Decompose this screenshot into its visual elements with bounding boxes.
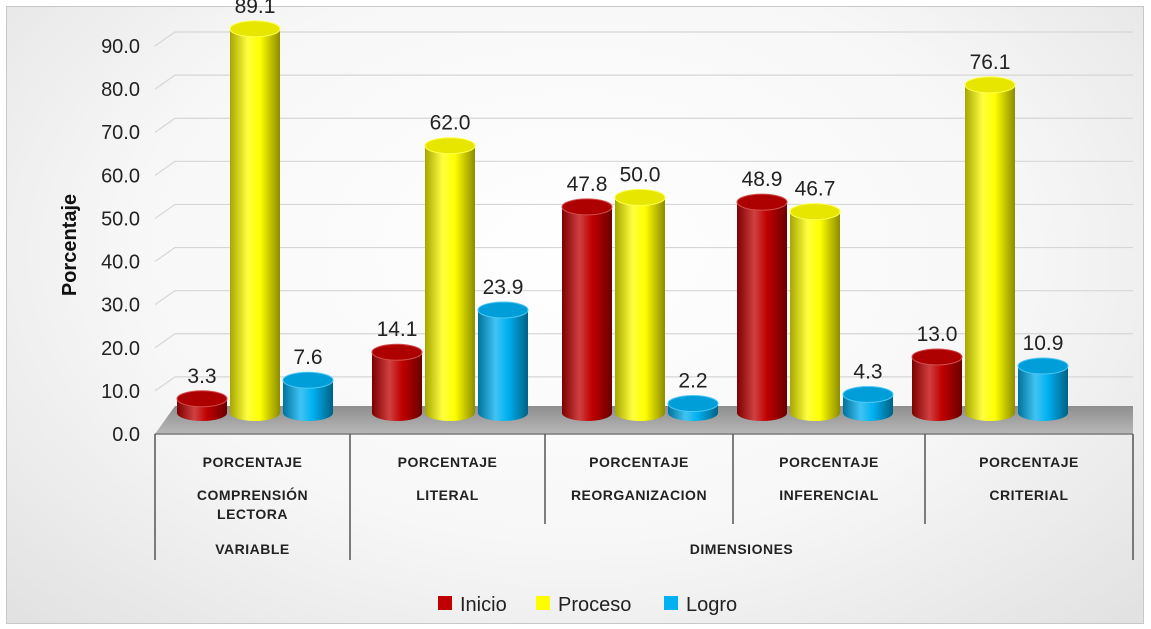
bar-top	[229, 20, 281, 38]
bar-top	[371, 343, 423, 361]
bar-top	[1017, 357, 1069, 375]
category-label-line2: LITERAL	[416, 487, 479, 503]
category-label-line3: LECTORA	[217, 506, 288, 522]
bar-body	[425, 145, 475, 421]
category-label-line1: PORCENTAJE	[779, 454, 879, 470]
bar-proceso	[614, 188, 666, 421]
category-label-line2: REORGANIZACION	[571, 487, 707, 503]
bar-top	[424, 137, 476, 155]
bar-top	[911, 348, 963, 366]
bar-proceso	[424, 137, 476, 421]
category-axis: PORCENTAJE COMPRENSIÓN LECTORA PORCENTAJE LI…	[154, 434, 1134, 560]
group-label: VARIABLE	[215, 541, 290, 557]
bar-body	[562, 206, 612, 421]
bar-body	[283, 380, 333, 421]
bar-top	[477, 301, 529, 319]
bar-proceso	[229, 20, 281, 421]
bar-body	[615, 197, 665, 421]
category-label-line2: COMPRENSIÓN	[197, 486, 308, 503]
y-tick-label: 20.0	[101, 338, 140, 360]
legend-label-inicio: Inicio	[460, 594, 507, 616]
bar-inicio	[736, 193, 788, 421]
bar-top	[561, 198, 613, 216]
data-label: 50.0	[620, 163, 661, 186]
bar-logro	[667, 395, 719, 421]
y-tick-label: 90.0	[101, 36, 140, 58]
data-label: 47.8	[567, 173, 608, 196]
y-tick-label: 0.0	[112, 424, 140, 446]
bar-top	[789, 203, 841, 221]
bar-logro	[1017, 357, 1069, 421]
bar-body	[737, 202, 787, 421]
bar-top	[667, 395, 719, 413]
category-label-line2: INFERENCIAL	[779, 487, 879, 503]
bar-proceso	[789, 203, 841, 421]
bar-top	[964, 76, 1016, 94]
gridline	[154, 117, 1133, 133]
legend: Inicio Proceso Logro	[438, 594, 737, 616]
data-label: 3.3	[187, 365, 216, 388]
category-label-line1: PORCENTAJE	[979, 454, 1079, 470]
bar-top	[614, 188, 666, 206]
y-tick-label: 60.0	[101, 165, 140, 187]
bar-logro	[282, 371, 334, 421]
y-axis-ticks: 0.0 10.0 20.0 30.0 40.0 50.0 60.0 70.0 80.0 90.0	[101, 36, 140, 446]
data-label: 23.9	[483, 276, 524, 299]
data-labels: 3.3 14.1 47.8 48.9 13.0 89.1 62.0 50.0 46.7 76.1 7…	[187, 0, 1063, 393]
legend-label-proceso: Proceso	[558, 594, 631, 616]
legend-label-logro: Logro	[686, 594, 737, 616]
bar-body	[230, 28, 280, 421]
bar-logro	[842, 385, 894, 421]
category-label-line2: CRITERIAL	[989, 487, 1068, 503]
data-label: 14.1	[377, 318, 418, 341]
bar-inicio	[911, 348, 963, 421]
category-label-line1: PORCENTAJE	[203, 454, 303, 470]
y-tick-label: 50.0	[101, 208, 140, 230]
y-tick-label: 40.0	[101, 252, 140, 274]
bar-body	[478, 309, 528, 421]
category-label-line1: PORCENTAJE	[589, 454, 689, 470]
bar-logro	[477, 301, 529, 421]
y-axis-label: Porcentaje	[59, 194, 81, 296]
data-label: 89.1	[235, 0, 276, 18]
data-label: 7.6	[293, 346, 322, 369]
legend-swatch-inicio	[438, 596, 452, 610]
bar-body	[790, 211, 840, 421]
y-tick-label: 70.0	[101, 122, 140, 144]
y-tick-label: 10.0	[101, 381, 140, 403]
y-tick-label: 30.0	[101, 295, 140, 317]
bar-inicio	[561, 198, 613, 421]
category-label-line1: PORCENTAJE	[398, 454, 498, 470]
data-label: 48.9	[742, 168, 783, 191]
bar-body	[965, 84, 1015, 422]
bar-top	[176, 390, 228, 408]
bar-top	[736, 193, 788, 211]
bar-body	[372, 352, 422, 421]
gridline	[154, 74, 1133, 90]
bar-proceso	[964, 76, 1016, 422]
group-label: DIMENSIONES	[690, 541, 794, 557]
gridline	[154, 160, 1133, 176]
data-label: 13.0	[917, 323, 958, 346]
legend-swatch-proceso	[536, 596, 550, 610]
bars	[176, 20, 1069, 422]
bar-body	[1018, 366, 1068, 421]
legend-swatch-logro	[664, 596, 678, 610]
data-label: 4.3	[853, 360, 882, 383]
gridline	[154, 31, 1133, 47]
bar-inicio	[176, 390, 228, 421]
data-label: 10.9	[1023, 332, 1064, 355]
y-tick-label: 80.0	[101, 79, 140, 101]
bar-top	[282, 371, 334, 389]
bar-top	[842, 385, 894, 403]
data-label: 76.1	[970, 51, 1011, 74]
bar-inicio	[371, 343, 423, 421]
bar-body	[912, 356, 962, 421]
data-label: 62.0	[430, 112, 471, 135]
data-label: 2.2	[678, 370, 707, 393]
data-label: 46.7	[795, 178, 836, 201]
